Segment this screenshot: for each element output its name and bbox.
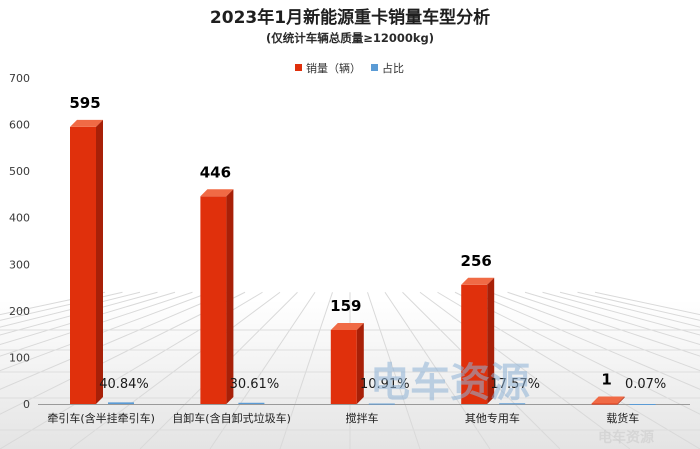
chart-subtitle: (仅统计车辆总质量≥12000kg) <box>266 31 434 45</box>
category-label: 牵引车(含半挂牵引车) <box>47 411 155 425</box>
share-bar <box>629 403 656 405</box>
floor-grid-line <box>542 291 700 336</box>
y-tick-label: 300 <box>9 258 30 271</box>
y-tick-label: 500 <box>9 165 30 178</box>
share-value-label: 10.91% <box>360 377 410 392</box>
sales-value-label: 256 <box>461 252 492 270</box>
floor-grid-line <box>524 291 700 346</box>
y-tick-label: 0 <box>23 398 30 411</box>
sales-bar <box>461 284 488 404</box>
legend: 销量（辆） 占比 <box>295 61 404 75</box>
share-bar <box>108 402 134 404</box>
sales-bar-side <box>96 119 103 405</box>
sales-bar-top <box>70 119 103 127</box>
share-bar <box>368 403 395 405</box>
share-value-label: 30.61% <box>230 377 280 392</box>
floor-grid-line <box>472 291 700 390</box>
sales-bar-side <box>617 396 625 405</box>
floor-grid-line <box>0 291 211 372</box>
sales-bar <box>70 126 96 405</box>
floor-grid-line <box>559 291 700 328</box>
share-value-label: 17.57% <box>490 377 540 392</box>
sales-bar-top <box>330 322 364 330</box>
watermark: 电车资源 电车资源 <box>370 360 654 446</box>
sales-bar-top <box>200 189 234 197</box>
legend-swatch-sales <box>295 64 302 71</box>
floor-grid-line <box>279 292 333 449</box>
floor-grid-line <box>419 291 631 449</box>
watermark-logo-text: 电车资源 <box>370 360 530 406</box>
y-tick-label: 100 <box>9 351 30 364</box>
sales-bar-side <box>226 189 234 404</box>
share-bar <box>238 402 265 404</box>
floor-grid-line <box>454 291 700 415</box>
sales-value-label: 446 <box>200 163 231 181</box>
floor-grid-line <box>0 291 141 328</box>
floor-grid-line <box>577 291 700 321</box>
sales-bar-side <box>356 322 364 404</box>
floor-grid-line <box>384 291 491 449</box>
y-tick-label: 600 <box>9 119 30 132</box>
floor-grid-line <box>507 291 700 357</box>
floor-grid-line <box>0 291 123 321</box>
y-tick-label: 400 <box>9 212 30 225</box>
sales-bar-side <box>487 277 495 404</box>
floor-grid-line <box>367 292 421 449</box>
floor-grid-line <box>0 291 228 390</box>
chart-title: 2023年1月新能源重卡销量车型分析 <box>210 7 490 28</box>
floor-grid-line <box>0 291 158 336</box>
y-tick-label: 200 <box>9 305 30 318</box>
sales-value-label: 1 <box>601 371 611 389</box>
sales-bar-top <box>461 277 495 285</box>
sales-bar <box>330 329 357 404</box>
sales-value-label: 159 <box>330 297 361 315</box>
category-label: 搅拌车 <box>346 411 379 425</box>
y-axis: 0 100 200 300 400 500 600 700 <box>9 72 690 411</box>
floor-grid-line <box>209 291 316 449</box>
floor-grid-line <box>0 291 193 357</box>
sales-value-label: 595 <box>69 94 100 112</box>
share-value-label: 0.07% <box>625 377 666 392</box>
floor-grid-line <box>69 291 281 449</box>
category-labels: 牵引车(含半挂牵引车) 自卸车(含自卸式垃圾车) 搅拌车 其他专用车 载货车 <box>47 411 639 425</box>
sales-bar <box>200 196 227 404</box>
share-bar <box>499 403 526 405</box>
share-value-label: 40.84% <box>99 377 149 392</box>
sales-bar-top <box>591 396 625 404</box>
category-label: 载货车 <box>606 411 639 425</box>
floor-grid-line <box>489 291 700 372</box>
category-label: 其他专用车 <box>465 411 520 425</box>
watermark-subtext: 电车资源 <box>598 429 654 446</box>
legend-label-share: 占比 <box>382 61 404 75</box>
category-label: 自卸车(含自卸式垃圾车) <box>172 411 291 425</box>
sales-bar <box>591 403 618 405</box>
legend-label-sales: 销量（辆） <box>306 61 361 75</box>
legend-swatch-share <box>371 64 378 71</box>
y-tick-label: 700 <box>9 72 30 85</box>
bars: 595 40.84% 446 30.61% 159 10.91% 256 17.57% 1 0.0… <box>69 94 666 405</box>
